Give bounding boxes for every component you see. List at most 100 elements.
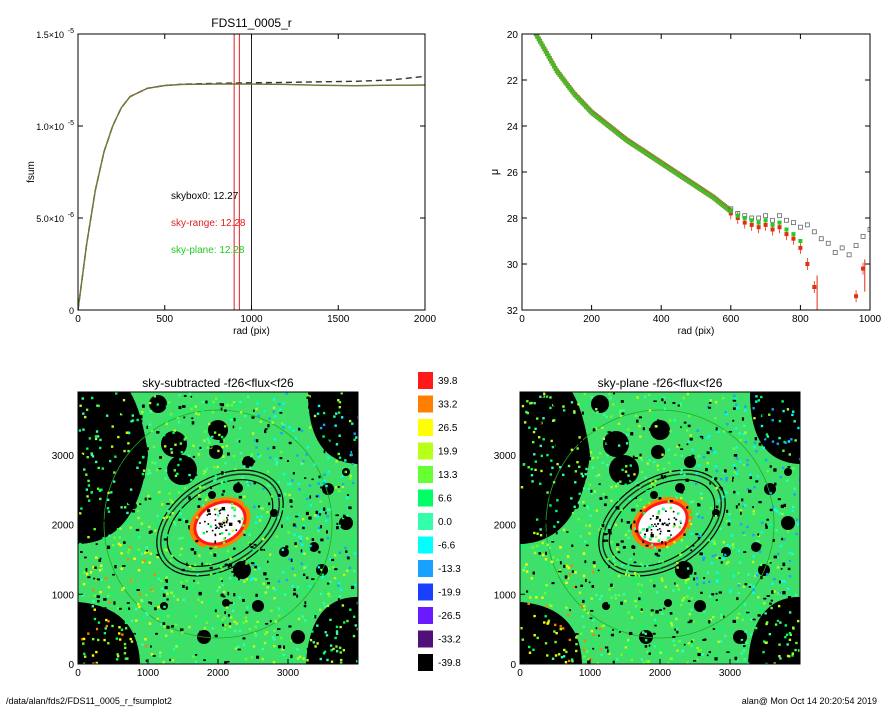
noise-pixel [82, 642, 85, 645]
noise-pixel [342, 573, 346, 577]
mask-pixel [162, 622, 166, 626]
noise-pixel [736, 406, 739, 410]
mask-pixel [571, 570, 574, 573]
noise-pixel [100, 578, 103, 581]
noise-pixel [788, 632, 792, 635]
noise-pixel [606, 453, 609, 457]
noise-pixel [778, 591, 782, 595]
noise-pixel [740, 652, 743, 655]
noise-pixel [285, 578, 289, 582]
masked-star [233, 483, 243, 493]
mask-pixel [192, 455, 196, 458]
noise-pixel [541, 596, 544, 599]
noise-pixel [83, 652, 86, 656]
noise-pixel [574, 481, 577, 484]
noise-pixel [205, 467, 209, 471]
noise-pixel [554, 640, 557, 644]
mask-pixel [640, 608, 643, 611]
noise-pixel [190, 478, 193, 482]
noise-pixel [151, 461, 154, 464]
noise-pixel [144, 645, 148, 648]
mask-pixel [669, 500, 673, 502]
noise-pixel [164, 590, 168, 593]
noise-pixel [164, 477, 167, 480]
noise-pixel [97, 621, 101, 624]
noise-pixel [178, 393, 181, 397]
noise-pixel [732, 463, 736, 467]
noise-pixel [270, 495, 274, 498]
noise-pixel [194, 405, 197, 408]
noise-pixel [526, 400, 529, 403]
noise-pixel [760, 609, 764, 613]
noise-pixel [638, 485, 641, 489]
noise-pixel [595, 474, 598, 478]
noise-pixel [653, 412, 656, 415]
noise-pixel [294, 544, 298, 548]
mask-pixel [607, 431, 611, 433]
noise-pixel [200, 601, 204, 604]
noise-pixel [313, 612, 317, 616]
noise-pixel [100, 568, 104, 571]
noise-pixel [306, 537, 309, 540]
mask-pixel [777, 621, 779, 624]
noise-pixel [797, 649, 800, 652]
x-tick-label: 2000 [649, 668, 672, 679]
mask-pixel [703, 577, 706, 579]
noise-pixel [539, 395, 542, 399]
noise-pixel [314, 579, 317, 583]
noise-pixel [766, 572, 769, 576]
noise-pixel [148, 423, 152, 426]
noise-pixel [266, 510, 269, 514]
noise-pixel [82, 428, 85, 431]
noise-pixel [796, 619, 800, 623]
noise-pixel [678, 539, 682, 542]
mask-pixel [258, 606, 261, 610]
mask-pixel [687, 600, 691, 603]
mask-pixel [183, 394, 187, 397]
noise-pixel [234, 647, 238, 650]
mask-pixel [306, 647, 310, 651]
mask-pixel [733, 466, 736, 470]
noise-pixel [670, 657, 674, 660]
noise-pixel [179, 515, 182, 518]
noise-pixel [127, 442, 130, 445]
noise-pixel [614, 523, 618, 527]
noise-pixel [676, 566, 679, 569]
noise-pixel [755, 395, 758, 398]
noise-pixel [720, 613, 723, 617]
noise-pixel [546, 453, 549, 457]
noise-pixel [234, 467, 237, 471]
noise-pixel [676, 493, 679, 496]
aperture-ellipse [159, 473, 281, 573]
noise-pixel [563, 648, 566, 652]
mask-pixel [590, 609, 594, 612]
noise-pixel [553, 630, 556, 633]
noise-pixel [641, 564, 644, 567]
mask-pixel [182, 584, 185, 588]
noise-pixel [350, 453, 353, 456]
noise-pixel [223, 537, 226, 541]
noise-pixel [582, 500, 585, 504]
mask-pixel [692, 544, 695, 547]
masked-star [664, 599, 672, 607]
noise-pixel [223, 616, 226, 619]
mask-pixel [303, 477, 307, 479]
noise-pixel [209, 572, 213, 576]
annotation-1: sky-range: 12.28 [171, 218, 246, 229]
noise-pixel [650, 482, 654, 485]
noise-pixel [194, 615, 198, 618]
noise-pixel [549, 406, 552, 410]
noise-pixel [165, 549, 168, 552]
mask-pixel [131, 509, 136, 513]
noise-pixel [258, 506, 262, 509]
noise-pixel [601, 461, 604, 465]
noise-pixel [214, 474, 217, 478]
mask-pixel [524, 650, 528, 654]
noise-pixel [634, 574, 637, 577]
noise-pixel [133, 557, 136, 560]
mask-pixel [558, 641, 561, 645]
noise-pixel [663, 407, 667, 410]
mask-pixel [331, 558, 335, 562]
noise-pixel [308, 426, 312, 429]
noise-pixel [299, 539, 302, 543]
